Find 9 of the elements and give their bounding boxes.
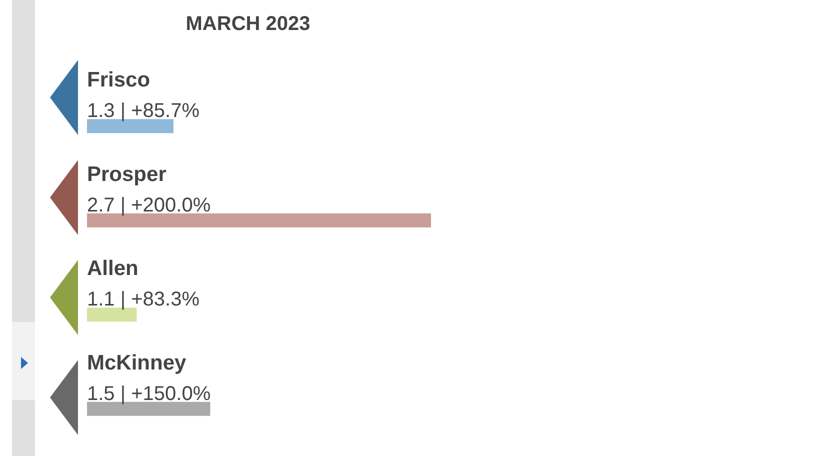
y-tick-label: Prosper	[87, 162, 166, 186]
y-tick-label: Allen	[87, 257, 138, 280]
data-label: 1.5 | +150.0%	[87, 382, 211, 405]
data-label: 2.7 | +200.0%	[87, 194, 211, 216]
y-tick-label: Frisco	[87, 68, 150, 92]
chart-title: MARCH 2023	[186, 13, 310, 35]
data-label: 1.1 | +83.3%	[87, 288, 200, 311]
y-tick-label: McKinney	[87, 351, 187, 374]
data-label: 1.3 | +85.7%	[87, 100, 200, 122]
